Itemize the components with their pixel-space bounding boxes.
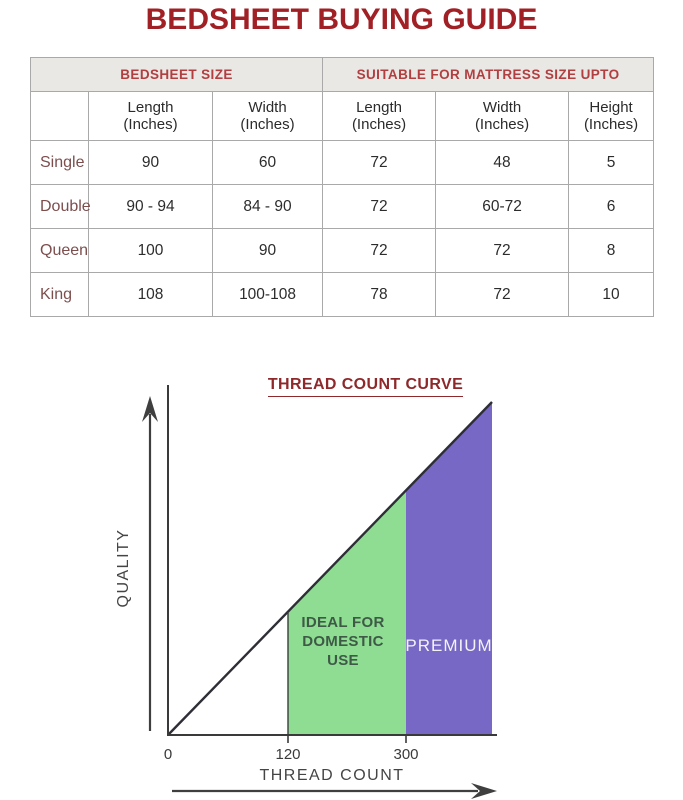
row-label: Double [30, 184, 91, 229]
group-header-mattress-size: SUITABLE FOR MATTRESS SIZE UPTO [322, 57, 655, 92]
ideal-domestic-region [288, 490, 406, 735]
table-cell: 90 [211, 228, 324, 273]
table-cell: 72 [435, 272, 570, 317]
chart-title: THREAD COUNT CURVE [267, 376, 464, 397]
row-label: Single [30, 140, 89, 185]
table-row-queen: Queen 100 90 72 72 8 [30, 228, 655, 273]
bedsheet-size-table: BEDSHEET SIZE SUITABLE FOR MATTRESS SIZE… [29, 57, 655, 317]
table-group-header-row: BEDSHEET SIZE SUITABLE FOR MATTRESS SIZE… [29, 57, 655, 92]
column-header-mattress-height: Height (Inches) [568, 91, 655, 141]
table-cell: 78 [322, 272, 437, 317]
quality-curve-line [167, 401, 493, 736]
table-cell: 72 [322, 184, 437, 229]
table-cell: 72 [322, 228, 437, 273]
table-cell: 100 [88, 228, 213, 273]
table-cell: 6 [568, 184, 655, 229]
table-cell: 84 - 90 [211, 184, 324, 229]
premium-region [406, 402, 492, 735]
table-cell: 5 [568, 140, 655, 185]
column-header-bedsheet-width: Width (Inches) [211, 91, 324, 141]
table-row-single: Single 90 60 72 48 5 [30, 140, 655, 185]
chart-title-container: THREAD COUNT CURVE [203, 376, 528, 397]
quality-arrow-up-icon [142, 396, 158, 422]
table-cell: 60 [211, 140, 324, 185]
table-cell: 10 [568, 272, 655, 317]
table-row-double: Double 90 - 94 84 - 90 72 60-72 6 [30, 184, 655, 229]
column-header-bedsheet-length: Length (Inches) [88, 91, 213, 141]
group-header-bedsheet-size: BEDSHEET SIZE [29, 57, 324, 92]
x-tick-label-300: 300 [393, 746, 418, 763]
table-cell: 90 - 94 [88, 184, 213, 229]
thread-count-curve-chart: 0 120 300 QUALITY THREAD COUNT IDEAL FOR… [115, 385, 497, 799]
row-label: King [30, 272, 89, 317]
x-axis-label: THREAD COUNT [259, 767, 404, 784]
y-axis-label: QUALITY [115, 529, 132, 608]
table-cell: 60-72 [435, 184, 570, 229]
table-cell: 90 [88, 140, 213, 185]
ideal-region-label-line2: DOMESTIC [302, 633, 384, 650]
x-tick-label-120: 120 [275, 746, 300, 763]
table-cell: 100-108 [211, 272, 324, 317]
table-cell: 108 [88, 272, 213, 317]
table-row-king: King 108 100-108 78 72 10 [30, 272, 655, 317]
ideal-region-label-line1: IDEAL FOR [301, 614, 384, 631]
table-cell: 72 [322, 140, 437, 185]
table-cell: 72 [435, 228, 570, 273]
row-label: Queen [30, 228, 89, 273]
column-header-mattress-length: Length (Inches) [322, 91, 437, 141]
corner-cell [30, 91, 89, 141]
table-column-header-row: Length (Inches) Width (Inches) Length (I… [30, 91, 655, 141]
page-title: BEDSHEET BUYING GUIDE [145, 3, 538, 36]
x-tick-label-0: 0 [164, 746, 172, 763]
ideal-region-label-line3: USE [327, 652, 359, 669]
table-cell: 48 [435, 140, 570, 185]
column-header-mattress-width: Width (Inches) [435, 91, 570, 141]
premium-region-label: PREMIUM [405, 636, 492, 655]
table-cell: 8 [568, 228, 655, 273]
thread-count-arrow-right-icon [471, 783, 497, 799]
